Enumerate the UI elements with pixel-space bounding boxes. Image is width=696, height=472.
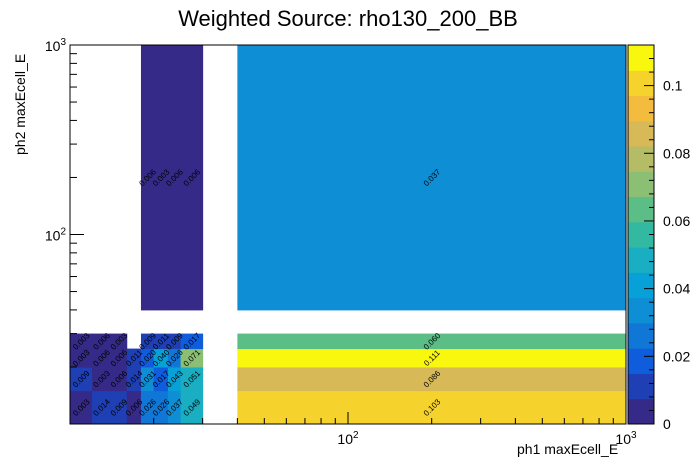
heatmap-cell (140, 45, 155, 311)
heatmap-cell (110, 366, 128, 392)
y-axis-label: ph2 maxEcell_E (12, 53, 28, 155)
heatmap-cell (140, 390, 155, 425)
heatmap-cell (237, 45, 627, 311)
heatmap-cell (167, 45, 182, 311)
colorbar-segment (628, 322, 654, 349)
heatmap-cell (140, 333, 155, 350)
heatmap-cell (180, 45, 204, 311)
heatmap-cell (140, 348, 155, 368)
heatmap-cell (126, 390, 142, 425)
heatmap-cell (237, 333, 627, 350)
y-tick-label: 103 (45, 37, 67, 54)
heatmap-cell (237, 366, 627, 392)
heatmap-cell (126, 366, 142, 392)
colorbar-segment (628, 146, 654, 172)
heatmap-cell (140, 366, 155, 392)
heatmap-cell (110, 333, 128, 350)
colorbar-tick-label: 0.1 (663, 78, 683, 94)
heatmap-cell (92, 366, 112, 392)
colorbar-segment (628, 95, 654, 122)
heatmap-cell (180, 390, 204, 425)
heatmap-cell (167, 390, 182, 425)
heatmap-cell (92, 390, 112, 425)
heatmap-cell (180, 366, 204, 392)
heatmap-cell (110, 390, 128, 425)
colorbar-segment (628, 373, 654, 400)
chart-title: Weighted Source: rho130_200_BB (178, 6, 518, 31)
heatmap-cell (70, 348, 93, 368)
colorbar-segment (628, 70, 654, 97)
heatmap-cell (153, 366, 169, 392)
heatmap-cell (167, 333, 182, 350)
heatmap-cell (153, 390, 169, 425)
x-tick-label: 102 (337, 430, 359, 447)
heatmap-cell (153, 333, 169, 350)
colorbar-segment (628, 45, 654, 71)
x-axis-label: ph1 maxEcell_E (517, 441, 619, 457)
y-tick-label: 102 (45, 227, 67, 244)
heatmap-cell (92, 348, 112, 368)
colorbar-segment (628, 297, 654, 324)
heatmap-cell (92, 333, 112, 350)
colorbar-segment (628, 272, 654, 299)
heatmap-cell (180, 333, 204, 350)
heatmap-cell (70, 366, 93, 392)
colorbar-tick-label: 0.06 (663, 213, 690, 229)
colorbar-segment (628, 247, 654, 273)
heatmap-cell (110, 348, 128, 368)
heatmap-cell (153, 348, 169, 368)
heatmap-cell (167, 348, 182, 368)
colorbar-tick-label: 0 (663, 416, 671, 432)
heatmap-cell (237, 348, 627, 368)
colorbar-segment (628, 398, 654, 425)
colorbar-segment (628, 120, 654, 147)
heatmap-cell (70, 390, 93, 425)
colorbar-tick-label: 0.08 (663, 145, 690, 161)
x-tick-label: 103 (615, 430, 637, 447)
heatmap-cell (167, 366, 182, 392)
colorbar-tick-label: 0.02 (663, 348, 690, 364)
colorbar-segment (628, 171, 654, 198)
heatmap-cell (126, 348, 142, 368)
colorbar-segment (628, 196, 654, 223)
heatmap-cell (70, 333, 93, 350)
colorbar-tick-label: 0.04 (663, 281, 690, 297)
heatmap-cell (153, 45, 169, 311)
heatmap-cell (180, 348, 204, 368)
